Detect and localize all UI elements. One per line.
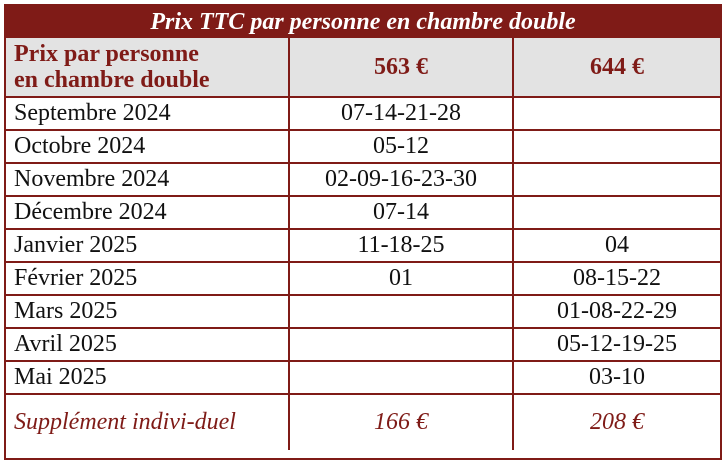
table-row: Octobre 2024 05-12 [6,129,720,164]
dates-b-cell [512,195,720,230]
header-label-line2: en chambre double [14,67,210,93]
dates-a-cell [288,294,514,329]
header-row: Prix par personne en chambre double 563 … [6,38,720,98]
header-label-cell: Prix par personne en chambre double [6,38,290,98]
table-row: Mars 2025 01-08-22-29 [6,294,720,329]
price-table-container: Prix TTC par personne en chambre double … [4,4,722,460]
dates-b-cell: 05-12-19-25 [512,327,720,362]
month-cell: Mai 2025 [6,360,290,395]
table-row: Septembre 2024 07-14-21-28 [6,96,720,131]
price-table: Prix par personne en chambre double 563 … [6,38,720,450]
month-cell: Novembre 2024 [6,162,290,197]
header-label-line1: Prix par personne [14,41,199,67]
table-row: Mai 2025 03-10 [6,360,720,395]
supplement-price-a: 166 € [288,393,514,450]
supplement-price-b: 208 € [512,393,720,450]
table-row: Novembre 2024 02-09-16-23-30 [6,162,720,197]
month-cell: Avril 2025 [6,327,290,362]
dates-a-cell: 11-18-25 [288,228,514,263]
month-cell: Octobre 2024 [6,129,290,164]
table-row: Décembre 2024 07-14 [6,195,720,230]
table-title: Prix TTC par personne en chambre double [6,6,720,38]
month-cell: Janvier 2025 [6,228,290,263]
table-row: Avril 2025 05-12-19-25 [6,327,720,362]
dates-b-cell: 01-08-22-29 [512,294,720,329]
dates-b-cell: 04 [512,228,720,263]
header-price-a: 563 € [288,38,514,98]
dates-a-cell [288,360,514,395]
dates-a-cell: 02-09-16-23-30 [288,162,514,197]
dates-b-cell: 03-10 [512,360,720,395]
dates-a-cell: 07-14 [288,195,514,230]
table-row: Février 2025 01 08-15-22 [6,261,720,296]
dates-a-cell: 01 [288,261,514,296]
dates-b-cell [512,96,720,131]
dates-a-cell: 07-14-21-28 [288,96,514,131]
supplement-label: Supplément indivi-duel [6,393,290,450]
dates-a-cell: 05-12 [288,129,514,164]
supplement-row: Supplément indivi-duel 166 € 208 € [6,393,720,450]
dates-b-cell [512,162,720,197]
dates-b-cell [512,129,720,164]
dates-a-cell [288,327,514,362]
month-cell: Septembre 2024 [6,96,290,131]
month-cell: Décembre 2024 [6,195,290,230]
table-row: Janvier 2025 11-18-25 04 [6,228,720,263]
header-price-b: 644 € [512,38,720,98]
dates-b-cell: 08-15-22 [512,261,720,296]
month-cell: Mars 2025 [6,294,290,329]
month-cell: Février 2025 [6,261,290,296]
